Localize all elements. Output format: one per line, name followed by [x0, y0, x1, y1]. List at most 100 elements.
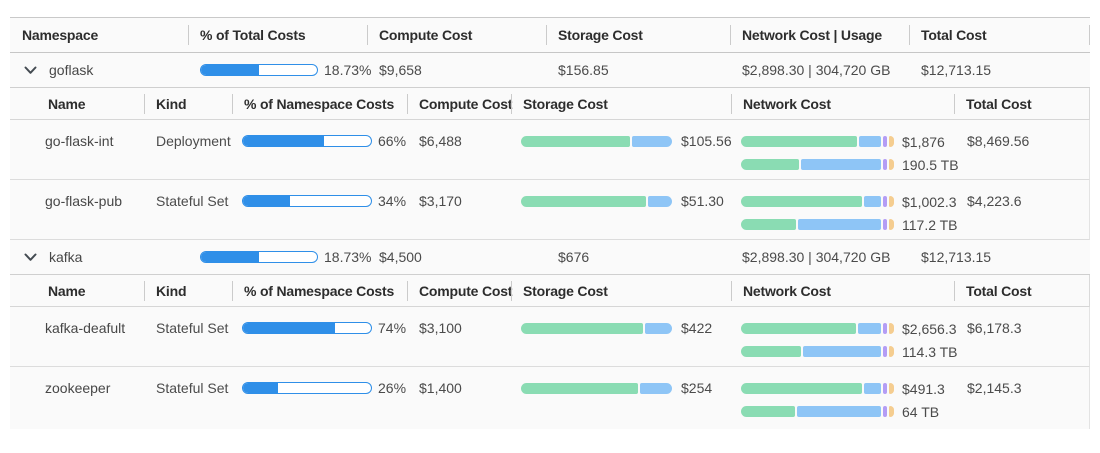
header-network-cost-usage: Network Cost | Usage: [730, 18, 909, 52]
network-usage-value: 190.5 TB: [902, 156, 959, 173]
namespace-costs-cell: 34%: [232, 180, 407, 239]
header-total-cost: Total Cost: [954, 275, 1090, 306]
namespace-name: kafka: [49, 249, 83, 265]
compute-cost-value: $1,400: [419, 380, 462, 396]
storage-cost-cell: $105.56: [511, 120, 732, 179]
header-pct-total-costs: % of Total Costs: [188, 18, 367, 52]
workload-name-cell: zookeeper: [10, 367, 144, 429]
namespace-total-cost: $12,713.15: [921, 249, 992, 265]
chevron-down-icon[interactable]: [24, 66, 37, 75]
workload-row-zookeeper: zookeeper Stateful Set 26% $1,400 $254 $…: [10, 367, 1090, 429]
header-pct-namespace-costs: % of Namespace Costs: [232, 275, 407, 306]
workload-name-cell: kafka-deafult: [10, 307, 144, 366]
network-usage-value: 114.3 TB: [902, 343, 958, 360]
header-namespace: Namespace: [22, 27, 99, 43]
namespace-row-goflask[interactable]: goflask 18.73% $9,658 $156.85 $2,898.30 …: [10, 53, 1090, 88]
network-usage-bar: [741, 219, 894, 230]
workload-kind: Stateful Set: [156, 380, 229, 396]
network-usage-value: 64 TB: [902, 403, 940, 420]
workload-kind-cell: Deployment: [144, 120, 232, 179]
total-costs-bar: [200, 251, 318, 263]
compute-cost-value: $6,488: [419, 133, 462, 149]
storage-cost-bar: [521, 382, 673, 394]
header-storage-cost: Storage Cost: [511, 275, 731, 306]
total-cost-cell: $4,223.6: [954, 180, 1090, 239]
total-costs-pct: 18.73%: [324, 249, 372, 265]
workload-kind-cell: Stateful Set: [144, 180, 232, 239]
total-cost-value: $8,469.56: [967, 133, 1030, 149]
namespace-cell: goflask: [10, 53, 188, 87]
total-cost-value: $2,145.3: [967, 380, 1022, 396]
network-usage-bar: [741, 406, 894, 417]
chevron-down-icon[interactable]: [24, 253, 37, 262]
total-costs-bar: [200, 64, 318, 76]
namespace-compute-cost: $4,500: [379, 249, 422, 265]
workload-name: go-flask-pub: [45, 193, 123, 209]
workload-name: go-flask-int: [45, 133, 114, 149]
total-cost-value: $6,178.3: [967, 320, 1022, 336]
network-cost-bar: [741, 196, 894, 207]
storage-cost-cell: $422: [511, 307, 731, 366]
namespace-row-kafka[interactable]: kafka 18.73% $4,500 $676 $2,898.30 | 304…: [10, 240, 1090, 275]
network-cost-bar: [741, 323, 894, 334]
storage-cost-value: $254: [681, 380, 713, 396]
workload-table-header: Name Kind % of Namespace Costs Compute C…: [10, 88, 1090, 120]
header-storage-cost: Storage Cost: [546, 18, 730, 52]
namespace-costs-cell: 74%: [232, 307, 407, 366]
network-cost-value: $2,656.3: [902, 320, 957, 337]
total-costs-cell: 18.73%: [188, 53, 371, 87]
namespace-cell: kafka: [10, 240, 188, 274]
namespace-costs-pct: 34%: [378, 193, 407, 209]
header-kind: Kind: [144, 88, 232, 119]
namespace-network-cost-usage: $2,898.30 | 304,720 GB: [742, 62, 891, 78]
workload-row-go-flask-int: go-flask-int Deployment 66% $6,488 $105.…: [10, 120, 1090, 180]
total-costs-cell: 18.73%: [188, 240, 371, 274]
namespace-compute-cost: $9,658: [379, 62, 422, 78]
storage-cost-cell: $51.30: [511, 180, 731, 239]
network-cost-bar: [741, 383, 894, 394]
namespace-costs-pct: 66%: [378, 133, 407, 149]
compute-cost-cell: $1,400: [407, 367, 511, 429]
storage-cost-value: $105.56: [681, 133, 732, 149]
workload-table-header: Name Kind % of Namespace Costs Compute C…: [10, 275, 1090, 307]
total-cost-cell: $6,178.3: [954, 307, 1090, 366]
workload-kind: Stateful Set: [156, 193, 229, 209]
compute-cost-cell: $6,488: [407, 120, 511, 179]
workload-kind-cell: Stateful Set: [144, 367, 232, 429]
storage-cost-value: $51.30: [681, 193, 724, 209]
compute-cost-cell: $3,100: [407, 307, 511, 366]
header-total-cost: Total Cost: [909, 18, 1090, 52]
workload-name-cell: go-flask-int: [10, 120, 144, 179]
network-cost-value: $1,002.3: [902, 193, 957, 210]
header-network-cost: Network Cost: [731, 275, 954, 306]
total-cost-value: $4,223.6: [967, 193, 1022, 209]
network-usage-bar: [741, 159, 894, 170]
compute-cost-value: $3,100: [419, 320, 462, 336]
network-cost-bar: [741, 136, 894, 147]
workload-row-go-flask-pub: go-flask-pub Stateful Set 34% $3,170 $51…: [10, 180, 1090, 240]
network-cost-cell: $1,002.3 117.2 TB: [731, 180, 958, 239]
storage-cost-bar: [521, 135, 673, 147]
namespace-storage-cost: $676: [558, 249, 590, 265]
namespace-name: goflask: [49, 62, 94, 78]
namespace-costs-bar: [242, 135, 372, 147]
header-name: Name: [48, 282, 86, 299]
namespace-total-cost: $12,713.15: [921, 62, 992, 78]
workload-name-cell: go-flask-pub: [10, 180, 144, 239]
header-compute-cost: Compute Cost: [407, 88, 512, 119]
header-compute-cost: Compute Cost: [407, 275, 512, 306]
total-costs-pct: 18.73%: [324, 62, 372, 78]
total-cost-cell: $2,145.3: [954, 367, 1090, 429]
cost-allocation-table: Namespace % of Total Costs Compute Cost …: [10, 17, 1090, 429]
header-total-cost: Total Cost: [954, 88, 1090, 119]
workload-name: zookeeper: [45, 380, 111, 396]
header-storage-cost: Storage Cost: [511, 88, 731, 119]
workload-name: kafka-deafult: [45, 320, 126, 336]
namespace-table-header: Namespace % of Total Costs Compute Cost …: [10, 18, 1090, 53]
header-name: Name: [48, 95, 86, 112]
workload-kind: Deployment: [156, 133, 231, 149]
total-cost-cell: $8,469.56: [954, 120, 1090, 179]
storage-cost-bar: [521, 195, 673, 207]
namespace-costs-bar: [242, 322, 372, 334]
storage-cost-value: $422: [681, 320, 713, 336]
